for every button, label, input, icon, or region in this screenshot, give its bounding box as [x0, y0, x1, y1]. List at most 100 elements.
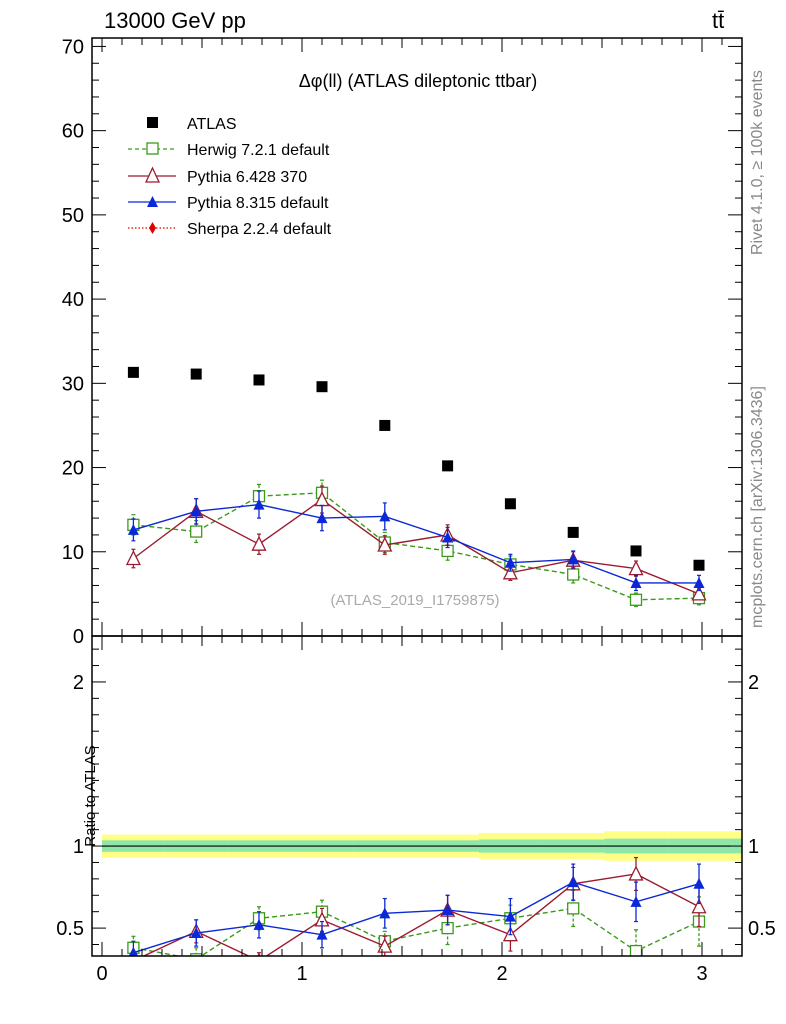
- ratio-pythia-3-point: [190, 927, 202, 939]
- ratio-pythia-3-point: [128, 946, 139, 956]
- main-y-tick-label: 60: [62, 121, 84, 143]
- atlas-data-point: [316, 381, 328, 393]
- ratio-herwig-1-point: [190, 953, 203, 956]
- legend-herwig-label: Herwig 7.2.1 default: [187, 142, 330, 159]
- legend-entry-pythia6: Pythia 6.428 370: [128, 166, 307, 186]
- main-pythia-3-line: [133, 503, 699, 584]
- ratio-y-tick-label: 0.5: [56, 918, 84, 940]
- main-pythia-3-point: [190, 505, 202, 517]
- ratio-y-tick-label-right: 1: [748, 836, 759, 858]
- atlas-data-point: [127, 366, 139, 378]
- atlas-data-point: [567, 526, 579, 538]
- ratio-pythia-3-point: [693, 877, 705, 889]
- legend-atlas-label: ATLAS: [187, 116, 237, 133]
- ratio-pythia-2-point: [691, 898, 707, 914]
- main-herwig-1-point: [567, 568, 580, 581]
- ratio-y-tick-label: 2: [73, 672, 84, 694]
- legend: ATLAS Herwig 7.2.1 default Pythia 6.428 …: [128, 116, 332, 238]
- process-label: tt̄: [712, 8, 724, 33]
- ratio-pythia-3-point: [442, 904, 454, 916]
- legend-sherpa-marker: [149, 222, 156, 234]
- mcplots-label: mcplots.cern.ch [arXiv:1306.3436]: [749, 386, 766, 628]
- chart-title: Δφ(ll) (ATLAS dileptonic ttbar): [299, 71, 537, 91]
- ratio-axes: 0.5 0.5 1 1 2 2 0 1 2 3: [56, 636, 776, 985]
- ratio-series: [127, 856, 707, 956]
- main-y-tick-label: 40: [62, 289, 84, 311]
- ratio-x-tick-label: 0: [96, 963, 107, 985]
- ratio-y-tick-label-right: 0.5: [748, 918, 776, 940]
- main-y-tick-label: 30: [62, 373, 84, 395]
- ratio-pythia-3-point: [316, 928, 328, 940]
- main-y-tick-label: 50: [62, 205, 84, 227]
- ratio-pythia-2-point: [628, 865, 644, 881]
- legend-pythia6-marker: [144, 166, 161, 183]
- atlas-data-point: [504, 498, 516, 510]
- atlas-data-point: [693, 559, 705, 571]
- ratio-panel: 0.5 0.5 1 1 2 2 0 1 2 3 Ratio to ATLAS: [56, 635, 776, 985]
- ratio-y-tick-label-right: 2: [748, 672, 759, 694]
- ratio-panel-frame: [91, 635, 743, 957]
- ratio-pythia-3-point: [504, 910, 516, 922]
- ratio-band: [102, 831, 742, 861]
- ratio-pythia-2-line: [142, 873, 700, 956]
- legend-atlas-marker: [147, 117, 158, 128]
- atlas-data-point: [630, 545, 642, 557]
- ratio-y-axis-label: Ratio to ATLAS: [82, 745, 99, 846]
- main-pythia-2-point: [502, 564, 518, 580]
- legend-sherpa-label: Sherpa 2.2.4 default: [187, 221, 332, 238]
- main-pythia-2-point: [251, 535, 267, 551]
- atlas-data-point: [442, 460, 454, 472]
- energy-label: 13000 GeV pp: [104, 8, 246, 33]
- ratio-pythia-3-point: [630, 895, 642, 907]
- legend-entry-pythia8: Pythia 8.315 default: [128, 195, 329, 212]
- legend-entry-herwig: Herwig 7.2.1 default: [128, 142, 330, 159]
- main-pythia-2-point: [377, 536, 393, 552]
- ratio-x-tick-label: 1: [296, 963, 307, 985]
- ratio-pythia-3-line: [133, 881, 700, 954]
- ratio-pythia-3-point: [253, 918, 265, 930]
- legend-pythia8-label: Pythia 8.315 default: [187, 195, 329, 212]
- ratio-pythia-3-point: [567, 876, 579, 888]
- ratio-x-tick-label: 2: [496, 963, 507, 985]
- main-pythia-3-point: [253, 498, 265, 510]
- legend-entry-atlas: ATLAS: [147, 116, 237, 133]
- main-pythia-2-line: [132, 498, 700, 595]
- main-y-tick-label: 0: [73, 626, 84, 648]
- atlas-data-point: [190, 368, 202, 380]
- main-y-tick-label: 10: [62, 542, 84, 564]
- ratio-herwig-1-line: [133, 907, 700, 956]
- main-herwig-1-point: [190, 525, 203, 538]
- main-pythia-3-point: [442, 531, 454, 543]
- main-pythia-3-point: [693, 576, 705, 588]
- main-pythia-3-point: [504, 556, 516, 568]
- main-pythia-3-point: [379, 510, 391, 522]
- legend-pythia6-label: Pythia 6.428 370: [187, 169, 307, 186]
- main-axes: 0 10 20 30 40 50 60 70: [62, 36, 743, 648]
- ratio-x-tick-label: 3: [696, 963, 707, 985]
- atlas-data-point: [379, 419, 391, 431]
- main-panel: 0 10 20 30 40 50 60 70 Δφ(ll) (ATLAS dileptonic…: [62, 36, 743, 648]
- ratio-herwig-1-point: [567, 902, 580, 915]
- main-pythia-2-point: [691, 585, 707, 601]
- legend-entry-sherpa: Sherpa 2.2.4 default: [128, 221, 332, 238]
- ratio-y-tick-label: 1: [73, 836, 84, 858]
- main-series: [125, 366, 707, 608]
- main-pythia-2-point: [628, 560, 644, 576]
- ratio-herwig-1-point: [629, 944, 643, 956]
- legend-herwig-marker: [146, 142, 159, 155]
- main-pythia-3-point: [567, 553, 579, 565]
- main-y-tick-label: 70: [62, 36, 84, 58]
- main-pythia-3-point: [127, 523, 139, 535]
- main-pythia-2-point: [125, 550, 141, 566]
- rivet-version-label: Rivet 4.1.0, ≥ 100k events: [749, 70, 766, 255]
- main-pythia-3-point: [316, 512, 328, 524]
- analysis-watermark: (ATLAS_2019_I1759875): [330, 592, 499, 609]
- main-herwig-1-line: [133, 492, 700, 601]
- main-herwig-1-point: [629, 593, 643, 606]
- legend-pythia8-marker: [147, 196, 158, 207]
- main-y-tick-label: 20: [62, 458, 84, 480]
- ratio-pythia-2-point: [377, 937, 393, 953]
- main-pythia-3-point: [630, 576, 642, 588]
- atlas-data-point: [253, 374, 265, 386]
